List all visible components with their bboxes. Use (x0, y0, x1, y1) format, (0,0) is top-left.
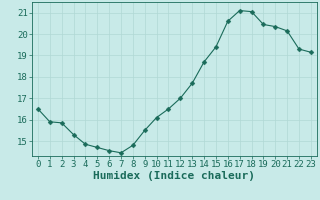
X-axis label: Humidex (Indice chaleur): Humidex (Indice chaleur) (93, 171, 255, 181)
